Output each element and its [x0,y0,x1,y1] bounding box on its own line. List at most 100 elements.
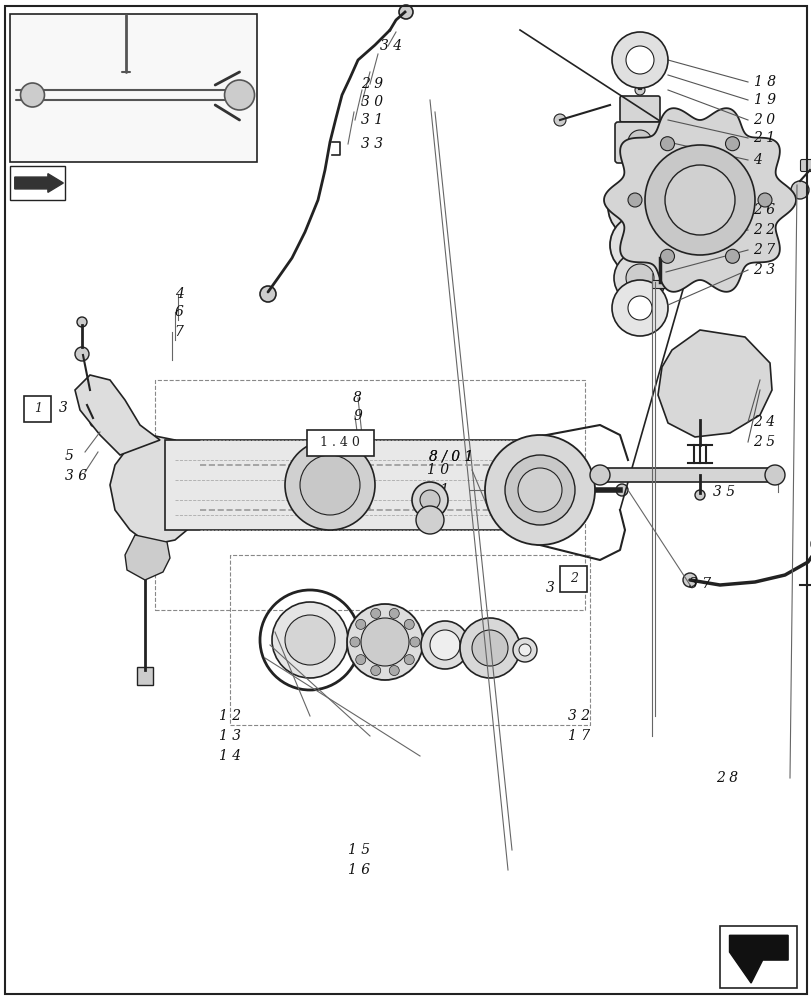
Circle shape [225,80,254,110]
Bar [651,280,667,288]
FancyBboxPatch shape [620,96,659,122]
Circle shape [404,619,414,629]
Text: 3 5: 3 5 [712,485,734,499]
Text: 2 4: 2 4 [753,415,775,429]
Text: 3 2: 3 2 [568,709,590,723]
Bar [85,68,150,122]
Circle shape [682,573,696,587]
Bar [307,430,373,456]
Text: 6: 6 [174,305,183,319]
Text: 1 1: 1 1 [427,483,448,497]
Text: 1 7: 1 7 [568,729,590,743]
Bar [560,566,586,592]
Bar [24,396,51,422]
Circle shape [616,484,627,496]
FancyBboxPatch shape [614,122,664,163]
Text: 4: 4 [174,287,183,301]
Text: 2: 2 [569,572,577,585]
Circle shape [398,5,413,19]
Circle shape [724,137,739,151]
Circle shape [757,193,771,207]
Circle shape [609,215,669,275]
Circle shape [790,181,808,199]
Circle shape [361,618,409,666]
Circle shape [411,482,448,518]
Polygon shape [603,108,795,292]
Polygon shape [75,375,160,455]
Circle shape [419,490,440,510]
Text: 8: 8 [353,391,362,405]
Text: 2: 2 [577,579,586,593]
Circle shape [484,435,594,545]
Circle shape [644,145,754,255]
Circle shape [371,666,380,676]
Polygon shape [125,535,169,580]
Polygon shape [657,330,771,437]
Circle shape [20,83,45,107]
Circle shape [627,296,651,320]
Circle shape [355,619,365,629]
Circle shape [415,506,444,534]
Text: 2 1: 2 1 [753,131,775,145]
Circle shape [659,137,674,151]
Circle shape [430,630,460,660]
Bar [10,166,65,200]
Circle shape [590,465,609,485]
Text: 2 7: 2 7 [753,243,775,257]
Text: 1 5: 1 5 [347,843,369,857]
Polygon shape [728,935,787,983]
Circle shape [355,655,365,665]
Circle shape [694,490,704,500]
Circle shape [285,440,375,530]
Circle shape [260,286,276,302]
Text: 3: 3 [545,581,554,595]
Text: 1 6: 1 6 [347,863,369,877]
Circle shape [272,602,348,678]
Bar [719,926,796,988]
Circle shape [627,193,642,207]
Text: 8 / 0 1: 8 / 0 1 [428,449,473,463]
FancyArrow shape [15,174,63,192]
Text: 2 5: 2 5 [753,435,775,449]
Circle shape [299,455,359,515]
Circle shape [90,417,100,427]
Text: 4: 4 [753,153,762,167]
Circle shape [410,637,419,647]
Circle shape [553,114,565,126]
Text: 3 1: 3 1 [361,113,383,127]
Text: 1 8: 1 8 [753,75,775,89]
Text: 3 6: 3 6 [65,469,87,483]
Text: 1 3: 1 3 [219,729,241,743]
Text: 7: 7 [174,325,183,339]
Text: 2 8: 2 8 [715,771,737,785]
Text: 1 4: 1 4 [219,749,241,763]
Circle shape [371,608,380,618]
Text: 1 . 4 0: 1 . 4 0 [320,436,360,450]
Circle shape [621,189,657,225]
Bar [10,14,257,162]
Text: 9: 9 [353,409,362,423]
Circle shape [607,175,672,239]
Circle shape [613,252,665,304]
Bar [155,380,584,610]
Bar [81,72,154,118]
Circle shape [504,455,574,525]
Text: 3 0: 3 0 [361,95,383,109]
Circle shape [764,465,784,485]
Circle shape [623,229,655,261]
Circle shape [810,535,811,553]
Text: 3: 3 [58,401,67,415]
Text: 2 0: 2 0 [753,113,775,127]
Circle shape [518,644,530,656]
Circle shape [75,347,89,361]
Polygon shape [109,435,200,545]
Circle shape [627,130,651,154]
Circle shape [517,468,561,512]
Circle shape [420,621,469,669]
Bar [230,555,590,725]
Circle shape [460,618,519,678]
Circle shape [404,655,414,665]
Circle shape [388,608,399,618]
Text: 2 6: 2 6 [753,203,775,217]
Circle shape [346,604,423,680]
